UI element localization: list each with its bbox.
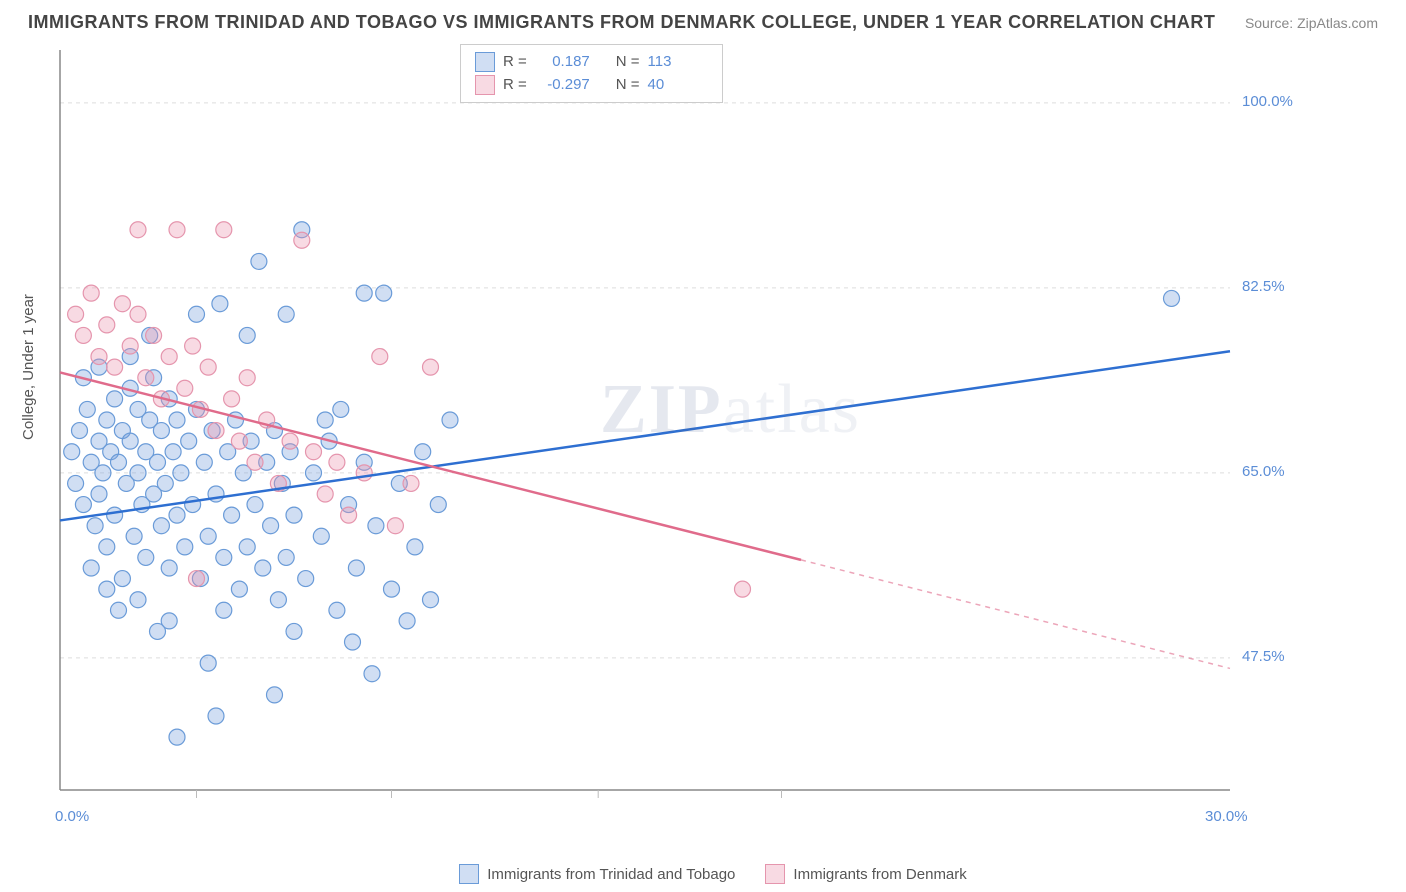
- series-legend: Immigrants from Trinidad and Tobago Immig…: [50, 864, 1376, 884]
- r-value: -0.297: [535, 74, 590, 97]
- legend-row: R = -0.297 N = 40: [475, 74, 708, 97]
- scatter-chart: [50, 40, 1310, 820]
- legend-item: Immigrants from Trinidad and Tobago: [459, 864, 735, 884]
- y-axis-label: College, Under 1 year: [20, 294, 37, 440]
- chart-title: IMMIGRANTS FROM TRINIDAD AND TOBAGO VS I…: [28, 12, 1215, 33]
- y-tick-label: 47.5%: [1242, 648, 1285, 665]
- r-label: R =: [503, 51, 527, 74]
- legend-swatch: [475, 75, 495, 95]
- n-label: N =: [616, 74, 640, 97]
- n-value: 113: [648, 51, 708, 74]
- y-tick-label: 100.0%: [1242, 93, 1293, 110]
- legend-label: Immigrants from Denmark: [793, 866, 966, 883]
- correlation-legend: R = 0.187 N = 113 R = -0.297 N = 40: [460, 44, 723, 103]
- n-value: 40: [648, 74, 708, 97]
- legend-label: Immigrants from Trinidad and Tobago: [487, 866, 735, 883]
- source-attribution: Source: ZipAtlas.com: [1245, 15, 1378, 31]
- legend-row: R = 0.187 N = 113: [475, 51, 708, 74]
- legend-item: Immigrants from Denmark: [765, 864, 966, 884]
- x-tick-label: 0.0%: [55, 808, 89, 825]
- x-tick-label: 30.0%: [1205, 808, 1248, 825]
- y-tick-label: 82.5%: [1242, 278, 1285, 295]
- r-value: 0.187: [535, 51, 590, 74]
- n-label: N =: [616, 51, 640, 74]
- r-label: R =: [503, 74, 527, 97]
- legend-swatch: [765, 864, 785, 884]
- legend-swatch: [475, 52, 495, 72]
- y-tick-label: 65.0%: [1242, 463, 1285, 480]
- legend-swatch: [459, 864, 479, 884]
